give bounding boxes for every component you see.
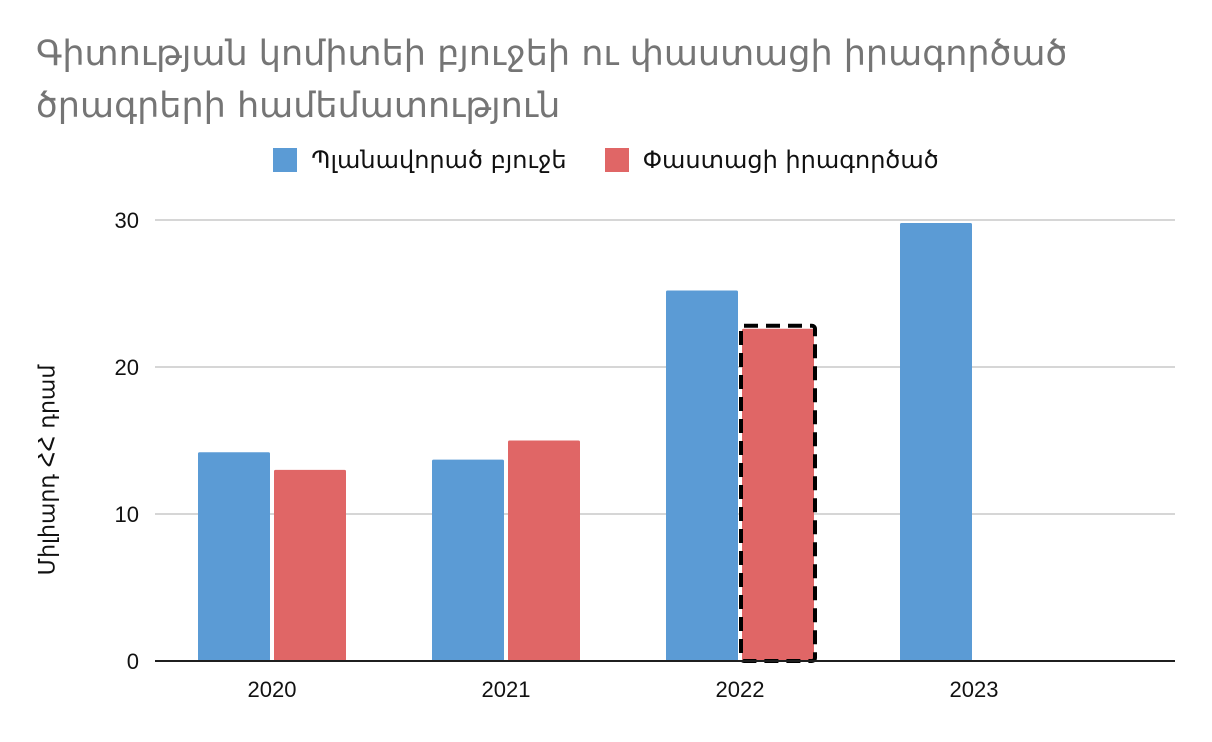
y-tick-label-30: 30 [115,208,139,233]
legend-item-actual-executed: Փաստացի իրագործած [604,146,939,174]
bar-series0-2023 [900,222,972,661]
bar-series0-2022 [666,290,738,661]
bar-series1-2022 [742,328,814,661]
y-tick-label-0: 0 [127,649,139,674]
y-tick-label-20: 20 [115,355,139,380]
legend-swatch-actual-executed [604,148,629,172]
x-tick-label-2023: 2023 [950,677,999,702]
legend-swatch-planned-budget [273,148,298,172]
legend-label-planned-budget: Պլանավորած բյուջե [311,146,567,174]
chart-legend: Պլանավորած բյուջե Փաստացի իրագործած [0,146,1212,174]
bar-series0-2021 [432,459,504,661]
legend-label-actual-executed: Փաստացի իրագործած [642,146,939,174]
chart-title: Գիտության կոմիտեի բյուջեի ու փաստացի իրա… [36,34,1068,126]
y-tick-label-10: 10 [115,502,139,527]
x-tick-label-2022: 2022 [716,677,765,702]
bar-series0-2020 [198,452,270,661]
bar-series1-2020 [274,469,346,661]
x-tick-label-2020: 2020 [248,677,297,702]
x-tick-label-2021: 2021 [482,677,531,702]
legend-item-planned-budget: Պլանավորած բյուջե [273,146,567,174]
bar-series1-2021 [508,440,580,661]
